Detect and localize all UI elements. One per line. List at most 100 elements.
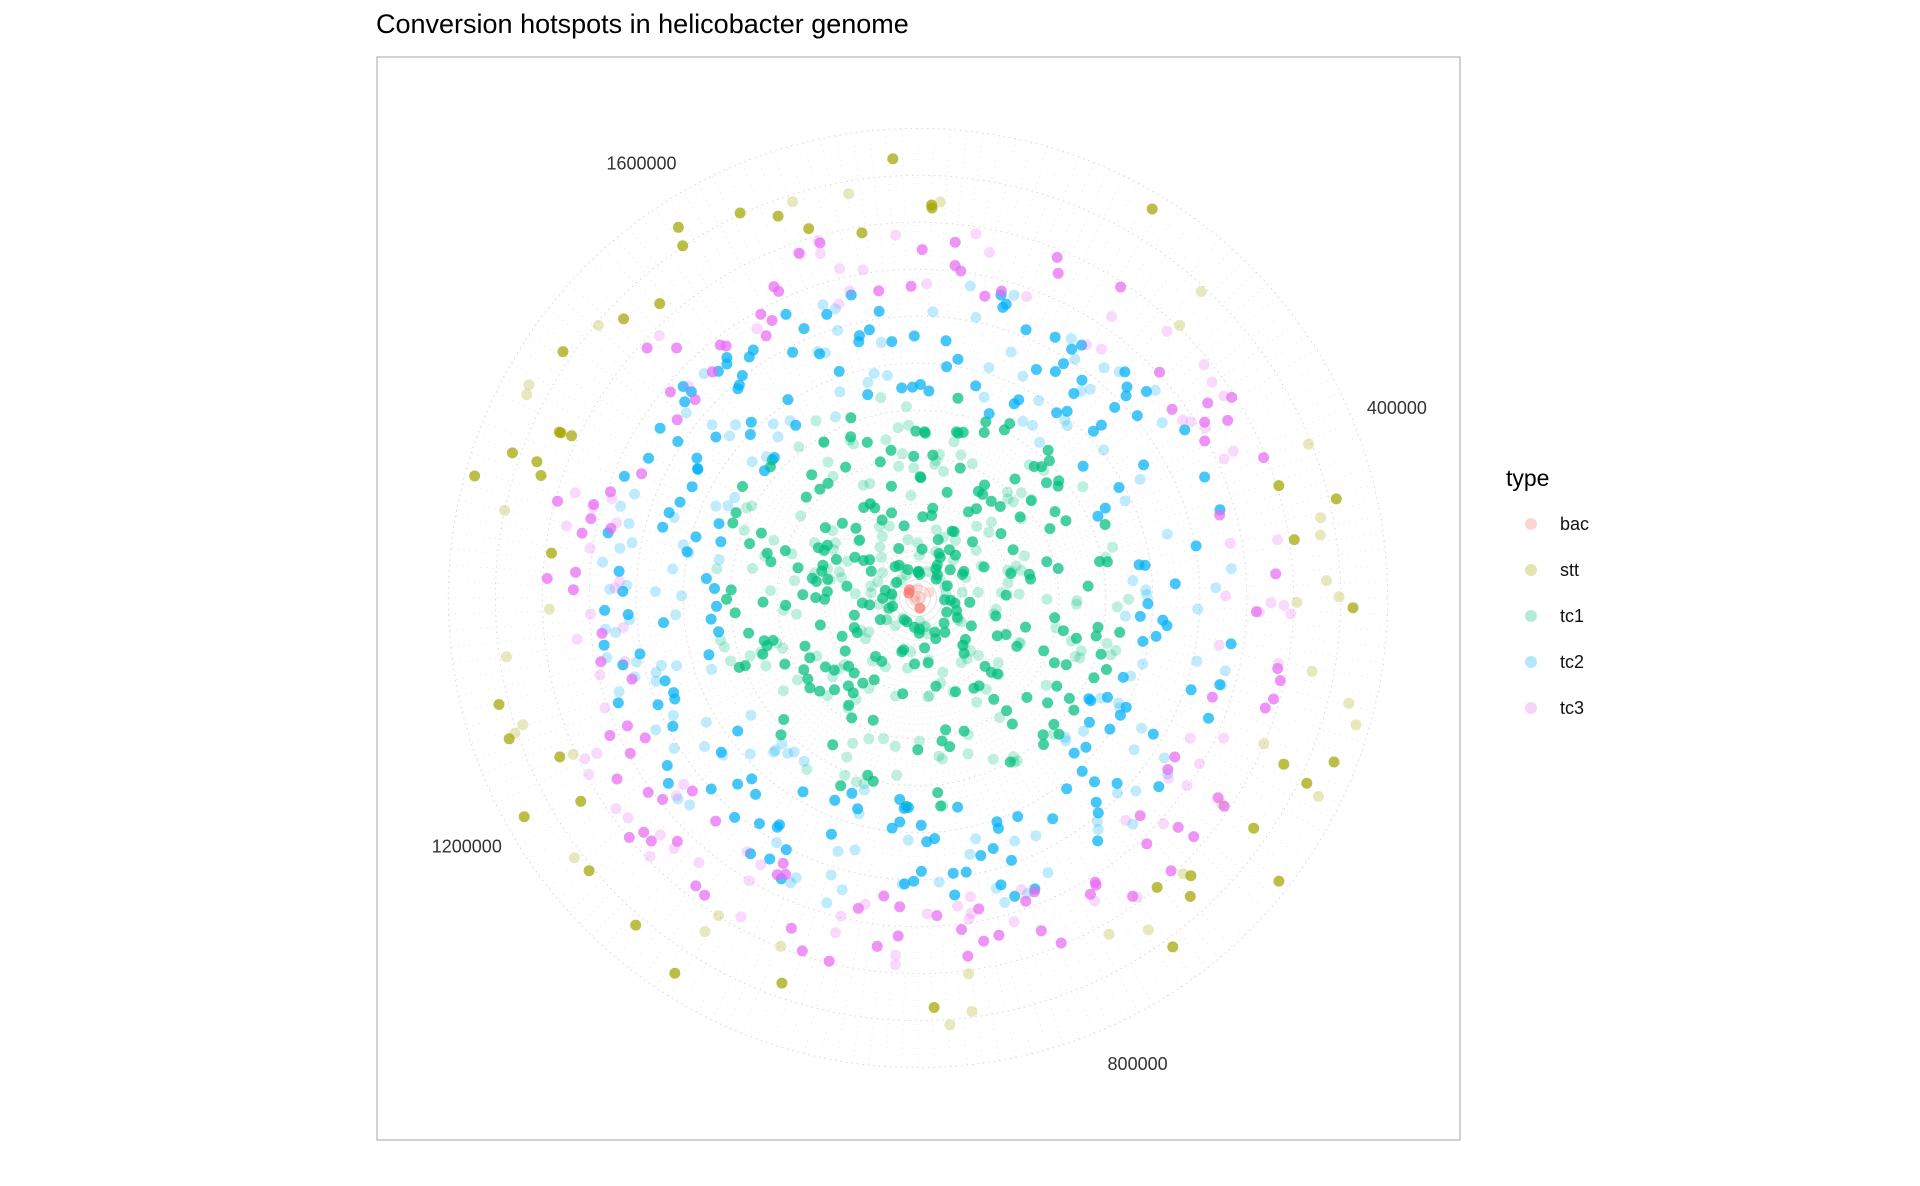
point-tc1: [957, 426, 969, 438]
point-tc1: [1060, 659, 1072, 671]
point-tc1: [1099, 519, 1111, 530]
point-tc1: [921, 628, 933, 639]
point-stt: [535, 470, 547, 481]
point-tc3: [584, 542, 596, 554]
grid-radial: [917, 597, 1348, 790]
point-tc1: [954, 462, 966, 474]
point-tc2: [1076, 374, 1088, 386]
point-tc1: [992, 657, 1004, 669]
point-tc1: [1042, 444, 1054, 456]
point-tc2: [829, 794, 841, 806]
point-tc3: [905, 280, 917, 292]
legend-key-tc3: [1525, 702, 1537, 714]
point-tc1: [845, 412, 857, 424]
point-tc1: [1044, 523, 1056, 535]
grid-radial: [852, 132, 919, 599]
point-tc1: [873, 598, 885, 610]
point-tc2: [709, 583, 720, 594]
point-tc1: [1053, 475, 1065, 487]
point-tc1: [1123, 593, 1135, 605]
point-tc2: [886, 336, 898, 348]
point-tc1: [863, 626, 875, 638]
grid-radial: [726, 597, 919, 1028]
grid-radial: [917, 597, 968, 1066]
point-tc2: [1006, 854, 1017, 866]
point-tc1: [1114, 626, 1126, 638]
point-tc2: [1161, 620, 1173, 632]
point-tc1: [1094, 556, 1106, 567]
point-stt: [787, 196, 799, 208]
grid-radial: [741, 597, 919, 1034]
point-tc1: [795, 510, 807, 522]
point-tc3: [1218, 453, 1230, 465]
point-tc2: [952, 801, 964, 813]
point-tc2: [700, 716, 712, 728]
point-stt: [1347, 602, 1359, 614]
point-tc1: [778, 714, 790, 725]
point-tc2: [649, 586, 661, 597]
point-tc1: [721, 593, 732, 605]
point-tc1: [849, 588, 861, 600]
point-tc1: [915, 472, 927, 484]
point-tc2: [1130, 785, 1142, 797]
point-tc2: [790, 419, 802, 431]
point-tc3: [1218, 800, 1230, 812]
point-bac: [912, 582, 924, 594]
point-tc2: [733, 379, 745, 391]
theta-tick-label: 1600000: [606, 153, 676, 173]
point-tc2: [672, 436, 684, 447]
point-tc2: [1169, 578, 1181, 590]
point-tc3: [965, 891, 976, 903]
grid-radial: [917, 138, 1017, 599]
point-tc1: [1013, 588, 1025, 600]
point-tc1: [902, 564, 914, 576]
point-bac: [903, 584, 915, 596]
legend-label-tc1: tc1: [1560, 606, 1584, 626]
point-tc1: [833, 566, 845, 578]
point-tc3: [1274, 675, 1286, 687]
point-tc1: [923, 690, 935, 702]
point-tc1: [902, 534, 914, 545]
grid-radial: [503, 377, 919, 599]
point-tc1: [711, 563, 723, 575]
point-tc1: [889, 620, 901, 632]
point-tc1: [891, 769, 903, 781]
point-tc3: [949, 260, 961, 271]
point-tc1: [866, 655, 878, 667]
point-tc2: [1080, 741, 1092, 753]
grid-radial: [557, 597, 919, 901]
point-tc3: [931, 910, 943, 922]
grid-radial: [462, 483, 919, 599]
point-tc3: [796, 945, 808, 957]
point-tc1: [855, 624, 867, 636]
grid-radial: [462, 597, 919, 713]
point-tc2: [717, 749, 729, 761]
point-tc2: [1030, 364, 1042, 375]
point-tc2: [814, 348, 826, 360]
point-tc2: [1104, 723, 1116, 735]
point-tc2: [1049, 331, 1061, 343]
point-tc2: [970, 833, 982, 845]
point-tc1: [867, 714, 879, 726]
point-tc2: [1092, 807, 1104, 819]
point-tc3: [777, 857, 789, 869]
grid-radial: [868, 130, 919, 599]
point-tc1: [930, 680, 942, 692]
grid-radial: [917, 142, 1033, 599]
point-tc2: [915, 865, 927, 877]
grid-radial: [917, 597, 1354, 775]
point-tc3: [644, 850, 656, 862]
point-tc1: [806, 469, 818, 481]
grid-radial: [741, 162, 919, 599]
point-tc1: [1074, 652, 1086, 664]
point-tc2: [999, 897, 1011, 908]
point-tc1: [1007, 496, 1019, 508]
point-tc1: [761, 547, 773, 559]
point-tc2: [797, 786, 809, 798]
point-tc2: [829, 303, 841, 315]
point-tc3: [978, 935, 990, 947]
point-tc1: [946, 525, 958, 537]
point-stt: [713, 910, 725, 922]
grid-radial: [917, 597, 952, 1067]
point-tc1: [727, 517, 739, 529]
